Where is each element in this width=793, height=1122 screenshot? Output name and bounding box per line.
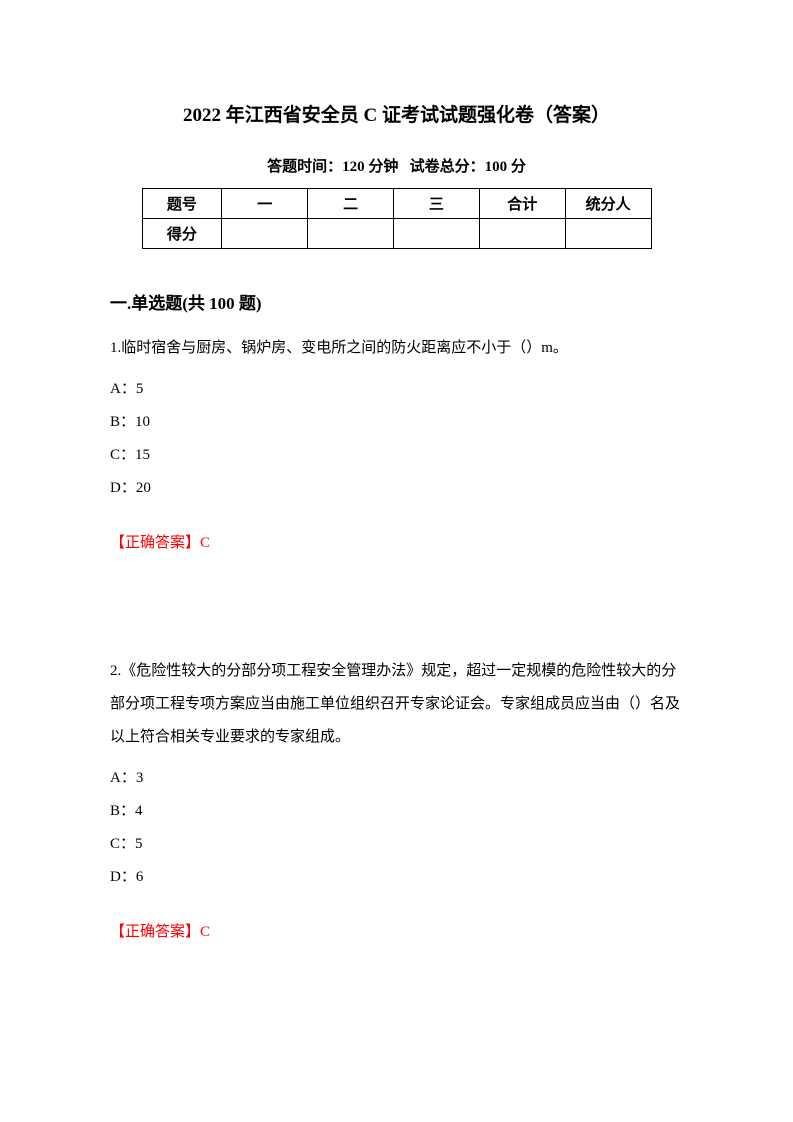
score-table: 题号 一 二 三 合计 统分人 得分 (142, 188, 652, 249)
option-a: A：5 (110, 373, 683, 406)
header-cell-total: 合计 (479, 189, 565, 219)
option-d: D：20 (110, 472, 683, 505)
score-cell-label: 得分 (142, 219, 222, 249)
question-text: 1.临时宿舍与厨房、锅炉房、变电所之间的防火距离应不小于（）m。 (110, 332, 683, 365)
exam-subtitle: 答题时间：120 分钟 试卷总分：100 分 (110, 155, 683, 176)
score-cell-2 (308, 219, 394, 249)
correct-answer: 【正确答案】C (110, 527, 683, 560)
header-cell-3: 三 (394, 189, 480, 219)
option-b: B：10 (110, 406, 683, 439)
question-1: 1.临时宿舍与厨房、锅炉房、变电所之间的防火距离应不小于（）m。 A：5 B：1… (110, 332, 683, 560)
section-title: 一.单选题(共 100 题) (110, 289, 683, 314)
question-2: 2.《危险性较大的分部分项工程安全管理办法》规定，超过一定规模的危险性较大的分部… (110, 655, 683, 949)
correct-answer: 【正确答案】C (110, 916, 683, 949)
option-d: D：6 (110, 861, 683, 894)
table-row: 题号 一 二 三 合计 统分人 (142, 189, 651, 219)
table-row: 得分 (142, 219, 651, 249)
score-value: 100 分 (485, 159, 526, 175)
option-b: B：4 (110, 795, 683, 828)
score-cell-1 (222, 219, 308, 249)
header-cell-2: 二 (308, 189, 394, 219)
time-value: 120 分钟 (342, 159, 398, 175)
score-cell-3 (394, 219, 480, 249)
option-a: A：3 (110, 762, 683, 795)
score-cell-person (565, 219, 651, 249)
question-text: 2.《危险性较大的分部分项工程安全管理办法》规定，超过一定规模的危险性较大的分部… (110, 655, 683, 754)
page-title: 2022 年江西省安全员 C 证考试试题强化卷（答案） (110, 100, 683, 127)
header-cell-person: 统分人 (565, 189, 651, 219)
score-cell-total (479, 219, 565, 249)
option-c: C：5 (110, 828, 683, 861)
header-cell-1: 一 (222, 189, 308, 219)
time-label: 答题时间： (267, 159, 342, 175)
option-c: C：15 (110, 439, 683, 472)
header-cell-label: 题号 (142, 189, 222, 219)
score-label: 试卷总分： (410, 159, 485, 175)
